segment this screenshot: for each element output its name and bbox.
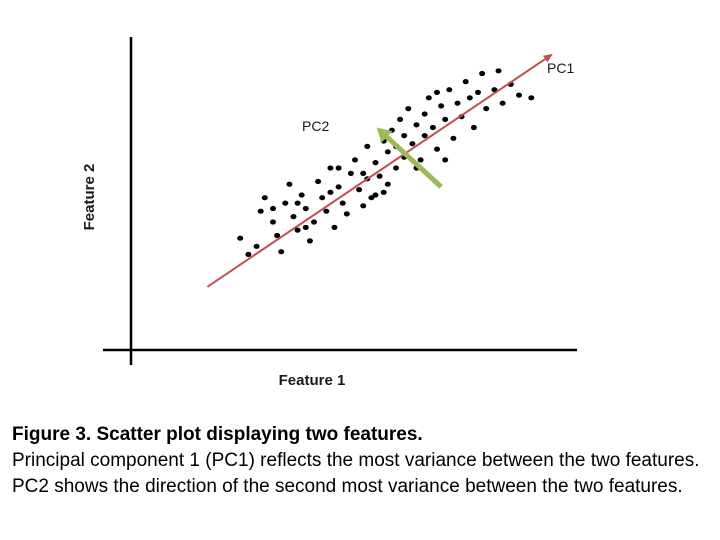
pc1-label: PC1 (547, 60, 574, 76)
data-point (335, 184, 342, 190)
y-axis-label: Feature 2 (81, 164, 98, 231)
data-point (319, 195, 326, 201)
data-point (270, 219, 276, 225)
data-point (442, 116, 449, 122)
caption-title: Figure 3. Scatter plot displaying two fe… (12, 424, 423, 445)
data-point (479, 70, 486, 77)
data-point (454, 100, 461, 106)
data-point (356, 187, 363, 193)
data-point (360, 170, 367, 176)
data-point (413, 122, 420, 128)
data-point (466, 95, 473, 101)
data-point (491, 87, 498, 93)
data-point (372, 160, 379, 166)
data-point (237, 235, 244, 241)
pc1-arrow (206, 53, 553, 288)
data-point (446, 87, 453, 93)
figure-caption: Figure 3. Scatter plot displaying two fe… (12, 422, 712, 500)
data-point (397, 116, 404, 122)
data-point (429, 124, 436, 131)
data-point (462, 79, 469, 85)
data-point (294, 227, 301, 233)
data-point (405, 106, 412, 112)
data-point (278, 249, 285, 255)
data-point (339, 200, 346, 206)
data-point (311, 219, 317, 225)
data-point (380, 189, 387, 195)
data-point (327, 165, 334, 171)
data-point (450, 135, 457, 141)
data-point (495, 68, 502, 74)
pc2-label: PC2 (302, 118, 329, 134)
pc2-arrow (376, 127, 443, 189)
data-point (442, 157, 449, 163)
data-point (528, 95, 535, 101)
data-point (483, 106, 490, 112)
data-point (425, 95, 432, 101)
data-point (376, 173, 383, 179)
data-point (245, 251, 252, 257)
data-point (470, 124, 477, 131)
data-point (409, 141, 416, 147)
data-point (343, 211, 350, 217)
data-point (499, 100, 506, 106)
data-point (372, 192, 379, 198)
data-point (331, 224, 338, 230)
x-axis-label: Feature 1 (279, 372, 346, 389)
data-point (434, 146, 440, 152)
data-points (237, 68, 535, 257)
principal-components (206, 53, 553, 288)
data-point (417, 157, 424, 163)
data-point (384, 181, 391, 187)
data-point (306, 238, 313, 244)
caption-body: Principal component 1 (PC1) reflects the… (12, 450, 700, 497)
scatter-chart: Feature 1 Feature 2 PC1 PC2 (81, 37, 577, 389)
data-point (360, 203, 367, 209)
data-point (352, 157, 358, 163)
data-point (282, 200, 289, 206)
data-point (270, 205, 276, 212)
data-point (384, 149, 391, 155)
data-point (302, 224, 309, 230)
data-point (421, 111, 428, 117)
data-point (302, 205, 309, 212)
data-point (475, 89, 481, 95)
data-point (368, 195, 375, 201)
data-point (434, 89, 440, 95)
data-point (323, 208, 330, 214)
data-point (364, 143, 371, 149)
data-point (393, 165, 399, 171)
data-point (401, 133, 408, 139)
data-point (421, 133, 428, 139)
data-point (315, 178, 322, 185)
data-point (298, 192, 305, 198)
data-point (294, 200, 301, 206)
data-point (286, 181, 293, 187)
data-point (274, 232, 281, 239)
data-point (516, 92, 522, 98)
data-point (290, 214, 297, 220)
data-point (335, 165, 342, 171)
data-point (438, 103, 445, 109)
data-point (253, 243, 260, 249)
data-point (257, 208, 264, 214)
data-point (261, 195, 268, 201)
data-point (347, 170, 354, 176)
data-point (388, 127, 395, 133)
data-point (327, 189, 334, 195)
